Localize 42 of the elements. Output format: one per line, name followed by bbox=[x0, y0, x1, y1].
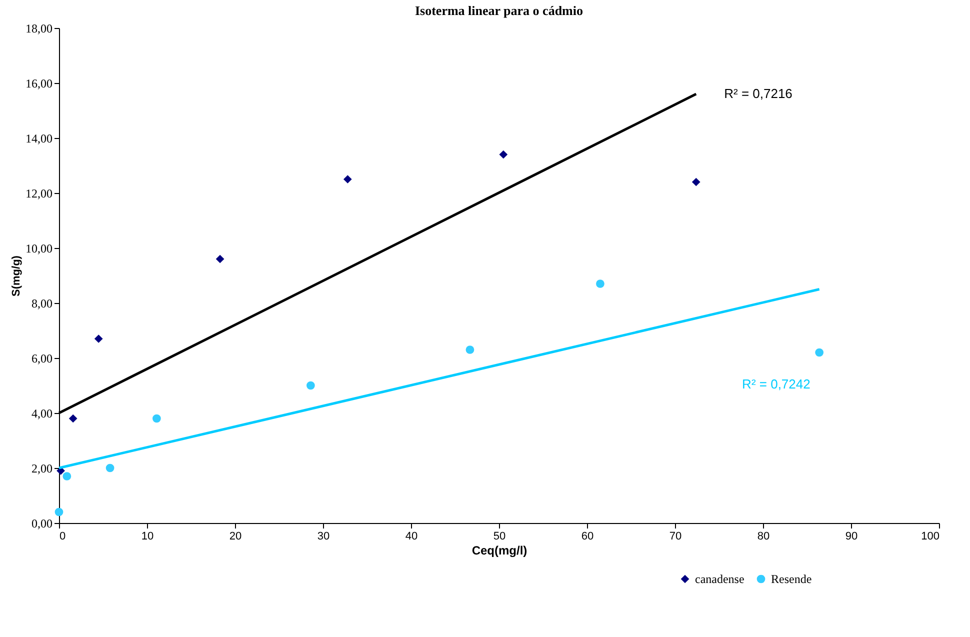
chart-title: Isoterma linear para o cádmio bbox=[414, 3, 584, 18]
legend-label: Resende bbox=[771, 572, 812, 586]
y-tick-label: 2,00 bbox=[32, 462, 52, 476]
point bbox=[692, 178, 700, 186]
point bbox=[815, 348, 824, 357]
point bbox=[62, 472, 72, 480]
annotation: R² = 0,7242 bbox=[742, 376, 810, 392]
y-tick-label: 10,00 bbox=[26, 242, 52, 256]
point bbox=[306, 381, 315, 390]
point bbox=[596, 280, 604, 288]
x-tick-label: 80 bbox=[757, 530, 770, 542]
point bbox=[106, 464, 114, 472]
point bbox=[216, 254, 224, 264]
x-tick-label: 10 bbox=[141, 530, 154, 542]
x-tick-label: 60 bbox=[581, 530, 594, 542]
point bbox=[54, 508, 64, 516]
y-tick-label: 14,00 bbox=[26, 132, 52, 146]
point bbox=[499, 150, 508, 159]
y-tick-label: 8,00 bbox=[32, 296, 52, 310]
point bbox=[343, 175, 352, 184]
y-tick-label: 0,00 bbox=[32, 516, 52, 530]
x-tick-label: 90 bbox=[845, 530, 858, 542]
legend-label: canadense bbox=[695, 572, 744, 586]
y-tick-label: 18,00 bbox=[26, 22, 52, 36]
y-tick-label: 4,00 bbox=[32, 406, 52, 420]
point bbox=[68, 414, 78, 423]
x-tick-label: 70 bbox=[669, 530, 682, 542]
x-tick-label: 20 bbox=[229, 530, 242, 542]
x-tick-label: 50 bbox=[493, 530, 506, 542]
y-tick-label: 6,00 bbox=[32, 352, 52, 366]
point bbox=[152, 414, 161, 423]
y-axis-title: S(mg/g) bbox=[10, 255, 22, 296]
y-tick-label: 16,00 bbox=[26, 76, 52, 90]
x-tick-label: 0 bbox=[60, 530, 66, 542]
point bbox=[94, 334, 103, 343]
x-tick-label: 40 bbox=[405, 530, 418, 542]
annotation: R² = 0,7216 bbox=[724, 86, 792, 101]
x-axis-title: Ceq(mg/l) bbox=[472, 544, 528, 558]
point bbox=[466, 346, 474, 354]
x-tick-label: 30 bbox=[317, 530, 330, 542]
x-tick-label: 100 bbox=[921, 530, 940, 542]
y-tick-label: 12,00 bbox=[26, 186, 52, 200]
